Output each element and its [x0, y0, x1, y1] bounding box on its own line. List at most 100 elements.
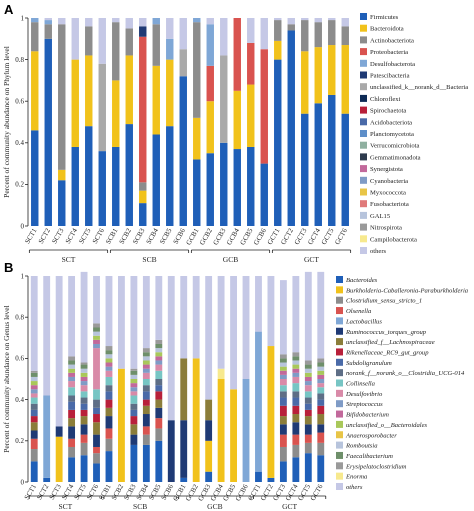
bar-segment — [105, 438, 113, 452]
bar-segment — [155, 418, 163, 429]
bar-segment — [206, 101, 214, 154]
bar-segment — [317, 455, 325, 482]
bar-segment — [179, 49, 187, 77]
group-label: GCB — [207, 502, 222, 511]
bar-segment — [71, 18, 79, 60]
bar-segment — [142, 379, 150, 386]
bar-segment — [68, 446, 76, 458]
bar-segment — [341, 26, 349, 46]
bar-segment — [314, 47, 322, 104]
bar-segment — [242, 276, 250, 379]
legend-entry: Burkholderia-Caballeronia-Paraburkholder… — [346, 287, 469, 294]
bar-segment — [328, 18, 336, 21]
legend-swatch — [360, 211, 367, 219]
bar-segment — [118, 368, 125, 482]
panel-b: B 0 0.2 0.4 0.6 0.8 1 Percent of community abun… — [2, 260, 469, 511]
bar-segment — [85, 126, 93, 226]
legend-entry: others — [346, 484, 363, 491]
bar-segment — [314, 22, 322, 48]
bar-segment — [80, 362, 88, 365]
bar-segment — [166, 126, 174, 226]
bar-segment — [274, 59, 282, 226]
bar-segment — [130, 403, 138, 410]
group-label: SCT — [58, 502, 72, 511]
bar-segment — [30, 393, 38, 398]
bar-segment — [317, 383, 325, 388]
bar-segment — [30, 372, 38, 377]
bar-segment — [30, 449, 38, 462]
bar-segment — [205, 440, 213, 472]
bar-segment — [179, 18, 187, 50]
bar-segment — [279, 379, 287, 386]
legend-entry: Proteobacteria — [370, 49, 408, 56]
bar-segment — [142, 405, 150, 415]
bar-segment — [292, 372, 300, 377]
legend-entry: others — [370, 248, 387, 255]
bar-segment — [93, 446, 100, 454]
bar-segment — [341, 18, 349, 27]
bar-segment — [68, 387, 76, 396]
bar-segment — [193, 117, 201, 160]
bar-segment — [105, 276, 113, 347]
bar-segment — [279, 416, 287, 425]
group-label: GCT — [282, 502, 297, 511]
bar-segment — [152, 18, 160, 25]
bar-segment — [317, 424, 325, 433]
bar-segment — [279, 434, 287, 447]
bar-segment — [112, 18, 120, 23]
bar-segment — [260, 49, 268, 164]
bar-segment — [180, 358, 188, 421]
bar-segment — [292, 383, 300, 392]
legend-entry: Ruminococcus_torques_group — [345, 329, 427, 336]
legend-swatch — [336, 431, 343, 439]
bar-segment — [255, 471, 262, 482]
legend-swatch — [360, 48, 367, 56]
legend-entry: unclassified_o__Bacteroidales — [346, 422, 428, 429]
bar-segment — [205, 420, 213, 441]
bar-segment — [30, 397, 38, 404]
y-tick-label: 0.2 — [15, 181, 24, 189]
bar-segment — [292, 457, 300, 482]
bar-segment — [155, 379, 163, 386]
bar-segment — [314, 103, 322, 226]
bar-segment — [71, 59, 79, 147]
bar-segment — [68, 418, 76, 427]
bar-segment — [304, 397, 312, 404]
bar-segment — [155, 348, 163, 353]
bar-segment — [180, 420, 188, 478]
bar-segment — [193, 22, 201, 118]
bar-segment — [304, 364, 312, 369]
bar-segment — [304, 416, 312, 425]
bar-segment — [93, 276, 100, 324]
bar-segment — [112, 22, 120, 81]
bar-segment — [31, 51, 39, 131]
bar-segment — [292, 376, 300, 384]
bar-segment — [80, 391, 88, 398]
x-tick-label: SCT3 — [50, 227, 65, 246]
legend-entry: Firmicutes — [370, 14, 399, 21]
bar-segment — [139, 203, 147, 226]
bar-segment — [328, 20, 336, 46]
bar-segment — [301, 51, 309, 114]
bar-segment — [217, 276, 225, 369]
bar-segment — [279, 362, 287, 367]
panel-letter: A — [4, 2, 14, 17]
bar-segment — [155, 364, 163, 371]
group-label: GCB — [223, 255, 238, 264]
x-tick-label: SCT2 — [37, 227, 52, 246]
bar-segment — [317, 362, 325, 367]
legend-entry: Synergistota — [370, 166, 403, 173]
bar-segment — [304, 409, 312, 417]
bar-segment — [220, 18, 228, 56]
bar-segment — [130, 424, 138, 435]
bar-segment — [279, 461, 287, 482]
bar-segment — [105, 416, 113, 429]
bar-segment — [217, 379, 225, 482]
legend-swatch — [360, 176, 367, 184]
bar-segment — [206, 24, 214, 66]
legend-entry: Bacteroides — [346, 277, 378, 284]
bar-segment — [287, 30, 295, 227]
bar-segment — [292, 391, 300, 398]
legend-swatch — [336, 472, 343, 480]
